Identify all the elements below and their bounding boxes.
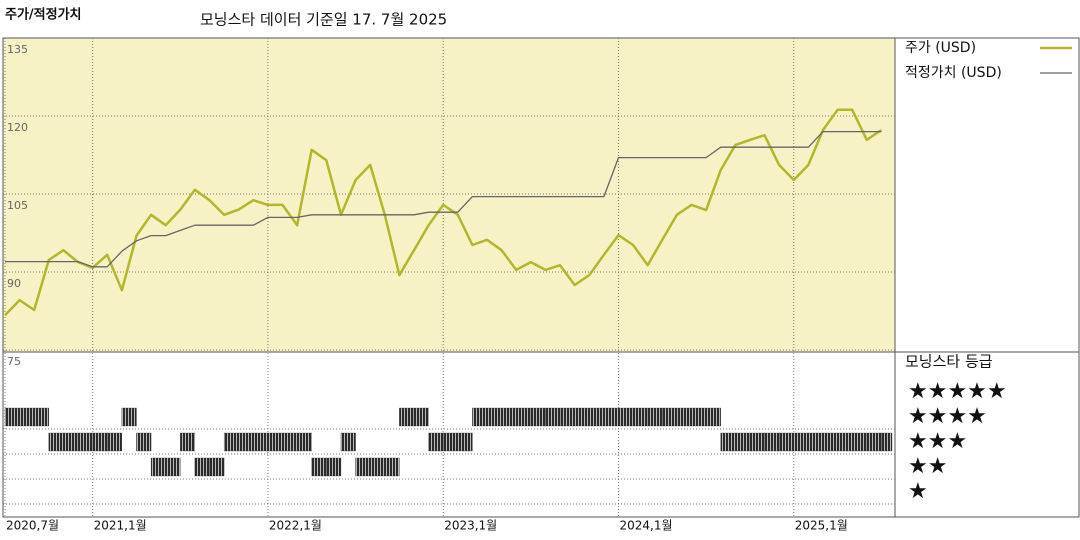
rating-bar bbox=[574, 407, 590, 427]
rating-bar bbox=[530, 407, 546, 427]
rating-bar bbox=[486, 407, 502, 427]
rating-bar bbox=[340, 432, 356, 452]
rating-bar bbox=[107, 432, 123, 452]
rating-legend: ★★★ bbox=[908, 429, 967, 454]
rating-bar bbox=[778, 432, 794, 452]
rating-bar bbox=[443, 432, 458, 452]
rating-bar bbox=[238, 432, 254, 452]
rating-bar bbox=[428, 432, 444, 452]
rating-legend: ★★★★ bbox=[908, 404, 987, 429]
rating-bar bbox=[822, 432, 838, 452]
rating-bar bbox=[866, 432, 882, 452]
rating-bar bbox=[472, 407, 488, 427]
rating-bar bbox=[501, 407, 517, 427]
rating-bar bbox=[209, 457, 225, 477]
rating-bar bbox=[705, 407, 721, 427]
rating-bar bbox=[63, 432, 79, 452]
rating-bar bbox=[676, 407, 692, 427]
rating-bar bbox=[457, 432, 473, 452]
series-line bbox=[4, 108, 883, 317]
rating-bar bbox=[413, 407, 429, 427]
y-tick-label: 105 bbox=[7, 199, 28, 212]
y-tick-label: 75 bbox=[7, 355, 21, 368]
rating-bar bbox=[852, 432, 867, 452]
rating-bar bbox=[632, 407, 648, 427]
rating-bar bbox=[589, 407, 605, 427]
rating-bar bbox=[735, 432, 751, 452]
rating-bar bbox=[647, 407, 663, 427]
rating-bar bbox=[764, 432, 780, 452]
chart-subtitle: 모닝스타 데이터 기준일 17. 7월 2025 bbox=[200, 11, 447, 29]
rating-bar bbox=[516, 407, 531, 427]
rating-bar bbox=[92, 432, 108, 452]
x-tick-label: 2025,1월 bbox=[795, 519, 848, 533]
rating-bar bbox=[311, 457, 327, 477]
rating-bar bbox=[19, 407, 35, 427]
rating-bar bbox=[603, 407, 619, 427]
y-tick-label: 120 bbox=[7, 121, 28, 134]
chart-title: 주가/적정가치 bbox=[5, 7, 82, 23]
rating-legend: ★ bbox=[908, 479, 928, 504]
rating-bar bbox=[545, 407, 561, 427]
rating-legend: ★★★★★ bbox=[908, 379, 1007, 404]
rating-bar bbox=[223, 432, 239, 452]
rating-bar bbox=[48, 432, 64, 452]
rating-bar bbox=[326, 457, 342, 477]
rating-bar bbox=[4, 407, 20, 427]
rating-bar bbox=[793, 432, 809, 452]
frame bbox=[2, 37, 1080, 518]
x-tick-label: 2020,7월 bbox=[6, 519, 59, 533]
rating-bar bbox=[370, 457, 385, 477]
rating-bar bbox=[618, 407, 634, 427]
rating-bar bbox=[881, 432, 893, 452]
rating-bar bbox=[136, 432, 152, 452]
rating-bar bbox=[150, 457, 166, 477]
rating-bar bbox=[691, 407, 707, 427]
rating-legend: ★★ bbox=[908, 454, 947, 479]
rating-bar bbox=[34, 407, 49, 427]
rating-bar bbox=[253, 432, 269, 452]
rating-bar bbox=[121, 407, 137, 427]
rating-bar bbox=[180, 432, 196, 452]
legend-label: 적정가치 (USD) bbox=[905, 65, 1002, 81]
x-tick-label: 2022,1월 bbox=[269, 519, 322, 533]
series-line bbox=[5, 130, 882, 268]
rating-bar bbox=[808, 432, 824, 452]
y-tick-label: 135 bbox=[7, 43, 28, 56]
rating-bar bbox=[559, 407, 575, 427]
legend-label: 주가 (USD) bbox=[905, 40, 976, 56]
rating-bar bbox=[749, 432, 765, 452]
rating-bar bbox=[384, 457, 400, 477]
rating-bar bbox=[165, 457, 181, 477]
rating-bar bbox=[355, 457, 371, 477]
x-tick-label: 2023,1월 bbox=[444, 519, 497, 533]
rating-bar bbox=[194, 457, 210, 477]
rating-bar bbox=[720, 432, 736, 452]
rating-bar bbox=[267, 432, 283, 452]
rating-title: 모닝스타 등급 bbox=[905, 353, 993, 371]
y-tick-label: 90 bbox=[7, 277, 21, 290]
rating-bar bbox=[837, 432, 853, 452]
x-tick-label: 2021,1월 bbox=[94, 519, 147, 533]
rating-bar bbox=[399, 407, 415, 427]
rating-bar bbox=[282, 432, 298, 452]
rating-bar bbox=[296, 432, 312, 452]
rating-bar bbox=[77, 432, 93, 452]
x-tick-label: 2024,1월 bbox=[619, 519, 672, 533]
price-panel bbox=[3, 38, 895, 352]
rating-bar bbox=[662, 407, 678, 427]
